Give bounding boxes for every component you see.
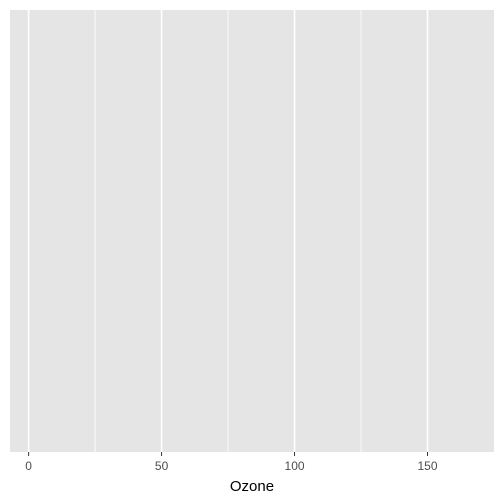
x-tick-label: 0: [25, 459, 32, 473]
x-axis-ticks: [29, 452, 428, 456]
x-axis-tick-labels: 0 50 100 150: [25, 459, 438, 473]
x-tick-label: 150: [418, 459, 438, 473]
x-tick-label: 50: [155, 459, 169, 473]
x-tick-label: 100: [285, 459, 305, 473]
x-axis-title: Ozone: [230, 478, 274, 495]
plot-panel: [10, 10, 494, 452]
